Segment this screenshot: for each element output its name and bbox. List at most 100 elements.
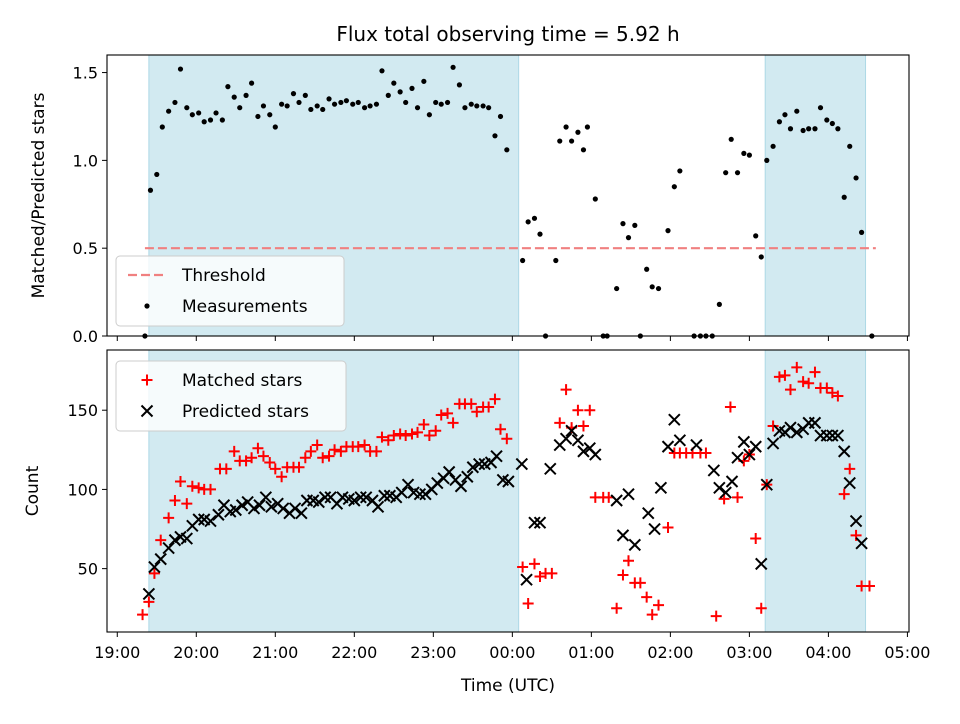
predicted-star-point bbox=[533, 516, 547, 529]
measurement-point bbox=[764, 157, 770, 163]
matched-star-point bbox=[181, 498, 193, 510]
matched-star-point bbox=[863, 580, 875, 592]
predicted-star-point bbox=[212, 508, 225, 521]
predicted-star-point bbox=[192, 513, 205, 526]
y-tick-label: 100 bbox=[67, 480, 98, 499]
measurement-point bbox=[812, 126, 818, 132]
measurement-point bbox=[800, 127, 806, 134]
legend-box bbox=[115, 360, 347, 432]
measurement-point bbox=[716, 301, 722, 307]
measurement-point bbox=[746, 152, 752, 158]
predicted-star-point bbox=[312, 495, 325, 509]
measurement-point bbox=[829, 120, 835, 127]
matched-star-point bbox=[577, 420, 589, 432]
measurement-point bbox=[575, 129, 581, 135]
matched-star-point bbox=[400, 430, 412, 442]
x-tick-label: 02:00 bbox=[647, 643, 693, 662]
predicted-star-point bbox=[472, 457, 486, 471]
measurement-point bbox=[665, 228, 671, 234]
matched-star-point bbox=[193, 482, 205, 494]
matched-star-point bbox=[501, 433, 513, 445]
x-tick-label: 04:00 bbox=[805, 643, 851, 662]
predicted-star-point bbox=[737, 435, 751, 449]
matched-star-point bbox=[750, 533, 762, 545]
measurement-point bbox=[456, 82, 463, 88]
predicted-star-point bbox=[359, 491, 373, 504]
predicted-star-point bbox=[808, 416, 822, 430]
predicted-star-point bbox=[760, 478, 773, 491]
predicted-star-point bbox=[855, 537, 868, 550]
x-tick-label: 23:00 bbox=[410, 643, 456, 662]
matched-star-point bbox=[169, 495, 181, 507]
matched-star-point bbox=[791, 361, 803, 373]
measurement-point bbox=[782, 112, 788, 118]
measurement-point bbox=[580, 147, 587, 153]
matched-star-point bbox=[382, 434, 394, 446]
matched-star-point bbox=[611, 602, 623, 614]
measurement-point bbox=[557, 138, 563, 144]
measurement-point bbox=[355, 99, 361, 106]
measurement-point bbox=[787, 126, 794, 132]
matched-star-point bbox=[246, 452, 258, 464]
predicted-star-point bbox=[673, 434, 687, 447]
y-tick-label: 0.5 bbox=[73, 239, 98, 258]
measurement-point bbox=[677, 168, 683, 174]
predicted-star-point bbox=[154, 552, 167, 566]
predicted-star-point bbox=[690, 438, 703, 452]
predicted-star-point bbox=[515, 457, 529, 471]
matched-star-point bbox=[826, 387, 838, 399]
measurement-point bbox=[462, 105, 468, 111]
y-tick-label: 1.5 bbox=[73, 64, 98, 83]
legend-label: Measurements bbox=[182, 297, 308, 317]
measurement-point bbox=[520, 257, 526, 264]
measurement-point bbox=[260, 103, 267, 109]
matched-star-point bbox=[767, 420, 779, 432]
series-predicted-stars bbox=[142, 413, 868, 601]
predicted-star-point bbox=[520, 573, 533, 586]
predicted-star-point bbox=[843, 476, 856, 490]
matched-star-point bbox=[252, 442, 264, 454]
measurement-point bbox=[474, 103, 480, 109]
predicted-star-point bbox=[142, 587, 156, 601]
predicted-star-point bbox=[577, 445, 590, 458]
matched-star-point bbox=[205, 483, 217, 495]
matched-star-point bbox=[803, 377, 815, 389]
matched-star-point bbox=[293, 461, 305, 473]
predicted-star-point bbox=[648, 522, 661, 536]
matched-star-point bbox=[483, 401, 495, 413]
predicted-star-point bbox=[731, 451, 744, 464]
measurement-point bbox=[776, 119, 783, 125]
measurement-point bbox=[450, 64, 456, 70]
matched-star-point bbox=[779, 369, 791, 381]
measurement-point bbox=[290, 91, 297, 97]
y-tick-label: 1.0 bbox=[73, 151, 98, 170]
measurement-point bbox=[219, 117, 225, 123]
predicted-star-point bbox=[713, 481, 726, 495]
measurement-point bbox=[841, 194, 847, 200]
predicted-star-point bbox=[826, 429, 839, 442]
predicted-star-point bbox=[454, 480, 468, 493]
predicted-star-point bbox=[707, 464, 721, 477]
measurement-point bbox=[373, 101, 380, 107]
matched-star-point bbox=[732, 491, 744, 503]
matched-star-point bbox=[435, 409, 447, 421]
matched-star-point bbox=[522, 597, 534, 609]
panel-measurements: 0.0 0.5 1.0 1.5 Matched/Predicted stars Thres… bbox=[29, 54, 910, 346]
measurement-point bbox=[497, 113, 504, 120]
predicted-star-point bbox=[755, 557, 768, 571]
matched-star-point bbox=[406, 428, 418, 440]
measurement-point bbox=[367, 103, 373, 109]
measurement-point bbox=[302, 92, 308, 98]
measurement-point bbox=[770, 143, 776, 149]
measurement-point bbox=[614, 285, 620, 292]
matched-star-point bbox=[471, 406, 483, 418]
measurement-point bbox=[314, 103, 320, 109]
predicted-star-point bbox=[395, 486, 408, 499]
measurement-point bbox=[835, 126, 841, 132]
predicted-star-point bbox=[642, 506, 655, 520]
predicted-star-point bbox=[749, 440, 762, 453]
measurement-point bbox=[343, 98, 350, 104]
matched-star-point bbox=[838, 488, 850, 500]
matched-star-point bbox=[329, 444, 341, 456]
